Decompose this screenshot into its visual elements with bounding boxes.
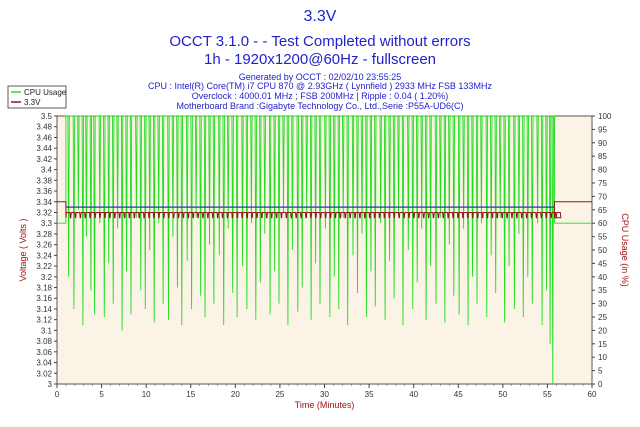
- y2-tick-label: 75: [598, 179, 607, 188]
- generated-info: Generated by OCCT : 02/02/10 23:55:25: [238, 72, 402, 82]
- x-tick-label: 5: [99, 390, 104, 399]
- y-tick-label: 3.14: [36, 305, 52, 314]
- x-tick-label: 50: [498, 390, 507, 399]
- y2-axis-label: CPU Usage (in %): [620, 213, 630, 287]
- y-axis-label: Voltage ( Volts ): [18, 218, 28, 281]
- legend-box: [7, 85, 67, 109]
- x-tick-label: 25: [275, 390, 284, 399]
- y-tick-label: 3.28: [36, 230, 52, 239]
- overclock-info: Overclock : 4000.01 MHz ; FSB 200MHz | R…: [191, 91, 449, 101]
- y2-tick-label: 25: [598, 313, 607, 322]
- legend-label-voltage: 3.3V: [24, 98, 41, 107]
- y-tick-label: 3.06: [36, 348, 52, 357]
- cpu-usage-line: [57, 115, 592, 385]
- y-tick-label: 3.1: [41, 326, 53, 335]
- y2-tick-label: 95: [598, 125, 607, 134]
- y-tick-label: 3.46: [36, 133, 52, 142]
- y2-tick-label: 40: [598, 273, 607, 282]
- y-tick-label: 3.36: [36, 187, 52, 196]
- x-tick-label: 55: [543, 390, 552, 399]
- chart-title: 3.3V: [303, 8, 337, 25]
- voltage-line: [57, 201, 592, 219]
- y2-tick-label: 85: [598, 152, 607, 161]
- y-tick-label: 3.24: [36, 251, 52, 260]
- y2-tick-label: 30: [598, 300, 607, 309]
- y-tick-label: 3.26: [36, 241, 52, 250]
- y2-tick-label: 20: [598, 326, 607, 335]
- y2-tick-label: 55: [598, 233, 607, 242]
- y2-tick-label: 100: [598, 112, 612, 121]
- y-tick-label: 3.34: [36, 198, 52, 207]
- y-tick-label: 3.18: [36, 284, 52, 293]
- x-tick-label: 35: [365, 390, 374, 399]
- x-tick-label: 15: [186, 390, 195, 399]
- y-tick-label: 3.16: [36, 294, 52, 303]
- y2-tick-label: 80: [598, 166, 607, 175]
- x-tick-label: 40: [409, 390, 418, 399]
- y2-tick-label: 35: [598, 286, 607, 295]
- y2-tick-label: 10: [598, 353, 607, 362]
- y-tick-label: 3.4: [41, 166, 53, 175]
- x-tick-label: 45: [454, 390, 463, 399]
- y-tick-label: 3: [48, 380, 53, 389]
- y-tick-label: 3.3: [41, 219, 53, 228]
- chart-subtitle-test: OCCT 3.1.0 - - Test Completed without er…: [169, 33, 471, 50]
- y-tick-label: 3.38: [36, 176, 52, 185]
- x-axis-label: Time (Minutes): [295, 400, 355, 410]
- y2-tick-label: 45: [598, 259, 607, 268]
- y2-tick-label: 50: [598, 246, 607, 255]
- y-tick-label: 3.12: [36, 316, 52, 325]
- y-tick-label: 3.42: [36, 155, 52, 164]
- x-tick-label: 30: [320, 390, 329, 399]
- y2-tick-label: 90: [598, 139, 607, 148]
- cpu-info: CPU : Intel(R) Core(TM) i7 CPU 870 @ 2.9…: [148, 81, 492, 91]
- y2-tick-label: 0: [598, 380, 603, 389]
- y-tick-label: 3.08: [36, 337, 52, 346]
- y-tick-label: 3.2: [41, 273, 53, 282]
- x-tick-label: 10: [142, 390, 151, 399]
- y2-tick-label: 65: [598, 206, 607, 215]
- y-tick-label: 3.48: [36, 123, 52, 132]
- y2-tick-label: 70: [598, 192, 607, 201]
- y-tick-label: 3.44: [36, 144, 52, 153]
- y-tick-label: 3.5: [41, 112, 53, 121]
- x-tick-label: 60: [588, 390, 597, 399]
- motherboard-info: Motherboard Brand :Gigabyte Technology C…: [176, 101, 464, 111]
- x-tick-label: 0: [55, 390, 60, 399]
- legend-label-cpu: CPU Usage: [24, 88, 67, 97]
- y-tick-label: 3.02: [36, 369, 52, 378]
- y2-tick-label: 5: [598, 367, 603, 376]
- y2-tick-label: 60: [598, 219, 607, 228]
- y-tick-label: 3.22: [36, 262, 52, 271]
- chart-subtitle-resolution: 1h - 1920x1200@60Hz - fullscreen: [203, 51, 437, 68]
- y-tick-label: 3.32: [36, 208, 52, 217]
- y2-tick-label: 15: [598, 340, 607, 349]
- y-tick-label: 3.04: [36, 359, 52, 368]
- x-tick-label: 20: [231, 390, 240, 399]
